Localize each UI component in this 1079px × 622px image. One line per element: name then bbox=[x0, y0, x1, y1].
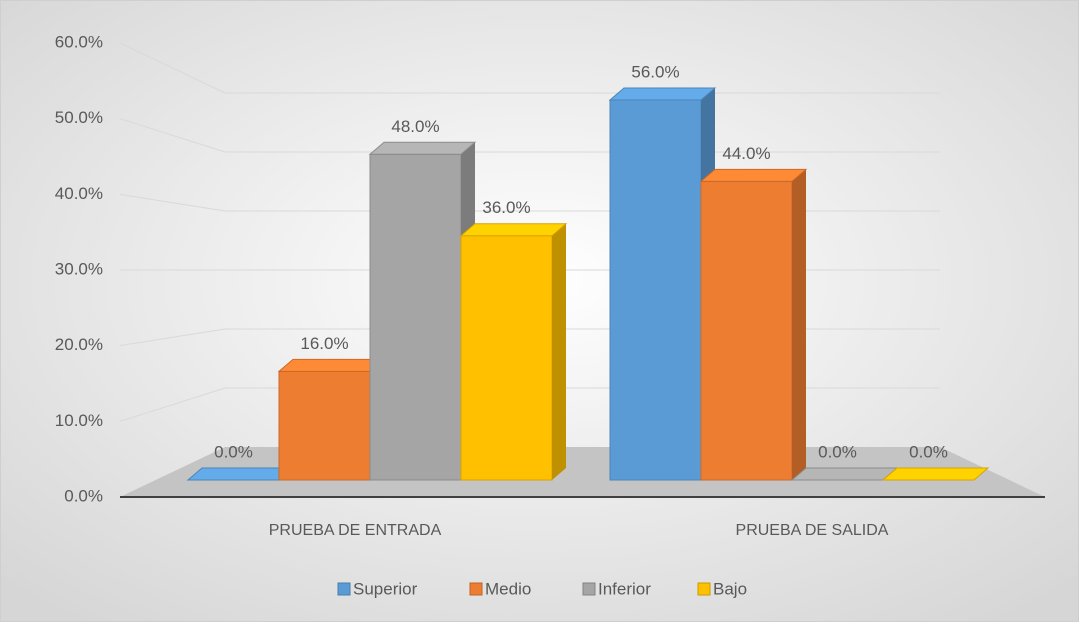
y-tick-label: 0.0% bbox=[64, 486, 103, 505]
bar-3d bbox=[699, 168, 808, 481]
legend-swatch bbox=[337, 582, 351, 596]
bar-top bbox=[790, 467, 899, 481]
bar bbox=[369, 153, 462, 481]
bar-top bbox=[608, 87, 717, 101]
bar-3d bbox=[277, 358, 386, 481]
y-tick-label: 40.0% bbox=[55, 184, 103, 203]
y-tick-label: 20.0% bbox=[55, 335, 103, 354]
x-tick-label: PRUEBA DE SALIDA bbox=[736, 522, 889, 539]
data-label: 0.0% bbox=[214, 442, 253, 461]
bar-top bbox=[368, 141, 477, 155]
y-tick-label: 10.0% bbox=[55, 411, 103, 430]
legend-swatch bbox=[469, 582, 483, 596]
bar-3d bbox=[368, 141, 477, 481]
data-label: 56.0% bbox=[631, 62, 679, 81]
legend-label: Medio bbox=[485, 579, 531, 598]
x-tick-label: PRUEBA DE ENTRADA bbox=[269, 522, 442, 539]
data-label: 48.0% bbox=[391, 117, 439, 136]
legend-label: Bajo bbox=[713, 579, 747, 598]
data-label: 0.0% bbox=[909, 442, 948, 461]
data-label: 44.0% bbox=[722, 144, 770, 163]
y-tick-label: 50.0% bbox=[55, 108, 103, 127]
y-tick-label: 30.0% bbox=[55, 259, 103, 278]
data-label: 36.0% bbox=[482, 198, 530, 217]
bar-3d bbox=[881, 467, 990, 481]
bar-3d bbox=[186, 467, 295, 481]
bar-top bbox=[881, 467, 990, 481]
bar-side bbox=[552, 223, 566, 480]
legend-label: Inferior bbox=[598, 579, 651, 598]
bar-side bbox=[792, 169, 806, 480]
bar-3d bbox=[608, 87, 717, 481]
legend-swatch bbox=[697, 582, 711, 596]
bar bbox=[700, 180, 793, 481]
legend-swatch bbox=[582, 582, 596, 596]
y-tick-label: 60.0% bbox=[55, 32, 103, 51]
data-label: 16.0% bbox=[300, 334, 348, 353]
bar-top bbox=[459, 223, 568, 237]
legend-label: Superior bbox=[353, 579, 418, 598]
bar-top bbox=[699, 168, 808, 182]
data-label: 0.0% bbox=[818, 442, 857, 461]
bar-top bbox=[186, 467, 295, 481]
bar-top bbox=[277, 358, 386, 372]
bar-3d bbox=[459, 223, 568, 481]
bar bbox=[609, 99, 702, 481]
bar bbox=[278, 370, 371, 481]
bar-3d bbox=[790, 467, 899, 481]
bar bbox=[460, 235, 553, 481]
